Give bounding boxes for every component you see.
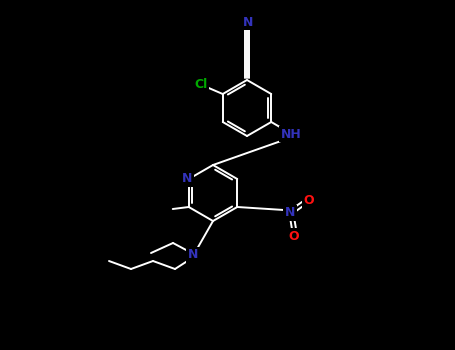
Text: N: N	[188, 248, 198, 261]
Text: N: N	[285, 206, 295, 219]
Text: N: N	[182, 173, 192, 186]
Text: N: N	[243, 15, 253, 28]
Text: O: O	[303, 195, 314, 208]
Text: Cl: Cl	[194, 77, 207, 91]
Text: O: O	[288, 230, 299, 243]
Text: NH: NH	[281, 127, 302, 140]
